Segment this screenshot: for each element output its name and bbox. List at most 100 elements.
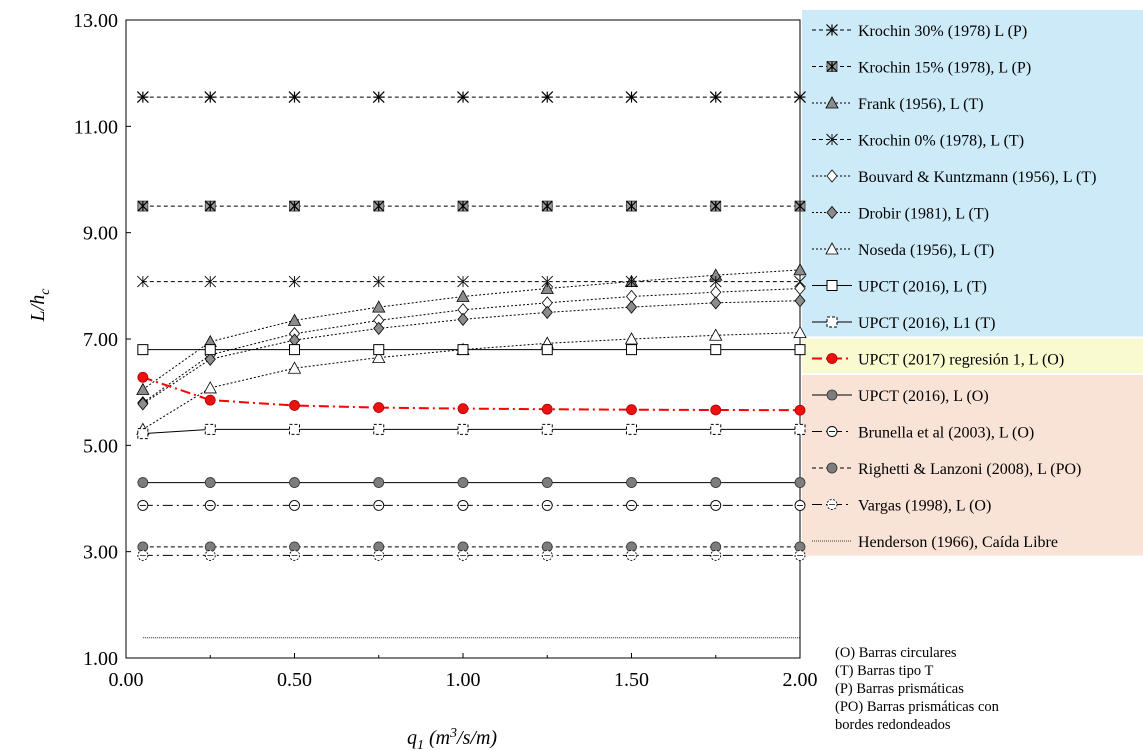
data-point [289,344,300,356]
legend-marker [825,96,839,109]
data-point [137,344,149,356]
data-point [709,91,722,104]
legend-group-bg [802,338,1143,373]
data-point [710,423,722,435]
series-layer [136,91,807,639]
series-3 [137,275,806,288]
data-point [457,423,469,435]
data-point [373,402,385,413]
data-point [541,499,553,511]
data-point [794,404,806,416]
legend-marker [826,133,838,146]
legend-marker [826,462,838,474]
data-point [204,200,216,212]
data-point [204,499,216,511]
notes: (O) Barras circulares (T) Barras tipo T (P… [835,645,1000,733]
data-point [625,300,638,314]
legend-group-bg [802,10,1143,337]
data-point [541,477,553,488]
series-2 [136,263,807,395]
legend-label: Drobir (1981), L (T) [858,206,989,223]
legend-marker [826,426,838,437]
axes: 1.00 3.00 5.00 7.00 9.00 11.00 13.00 0.00 0.50 1.… [73,10,818,691]
legend-label: Noseda (1956), L (T) [858,242,994,259]
legend-item: UPCT (2016), L1 (T) [812,315,995,332]
legend-marker [826,389,838,401]
series-line [142,332,801,430]
data-point [626,499,637,511]
legend-label: UPCT (2016), L (T) [858,279,987,296]
note-line: (O) Barras circulares [835,645,957,661]
legend-marker [826,169,838,183]
series-7 [137,344,806,356]
x-tick-label: 0.00 [109,669,144,691]
x-tick-label: 1.50 [614,669,649,691]
data-point [710,200,722,212]
legend-item: Henderson (1966), Caída Libre [812,534,1058,551]
legend-label: Brunella et al (2003), L (O) [858,425,1034,442]
x-tick-label: 0.50 [277,669,312,691]
legend-item: UPCT (2016), L (O) [812,388,989,405]
y-tick-label: 11.00 [74,116,118,138]
series-1 [137,200,806,212]
series-5 [137,294,806,411]
legend-marker [826,499,838,510]
legend-item: Frank (1956), L (T) [812,96,984,113]
data-point [457,275,469,288]
data-point [204,394,216,406]
data-point [137,200,149,212]
legend-marker [826,24,838,36]
data-point [373,549,385,561]
series-line [142,428,800,435]
data-point [289,200,300,212]
data-point [794,549,806,561]
data-point [541,549,553,561]
data-point [203,381,217,394]
legend-item: Vargas (1998), L (O) [812,498,991,515]
legend-item: UPCT (2016), L (T) [812,279,987,296]
data-point [137,549,149,561]
data-point [373,499,385,511]
data-point [793,263,807,276]
data-point [457,477,469,488]
legend-marker [825,242,839,255]
data-point [373,200,385,212]
note-line: (P) Barras prismáticas [835,681,964,697]
data-point [457,312,469,326]
data-point [204,352,216,366]
legend-item: Bouvard & Kuntzmann (1956), L (T) [812,169,1096,186]
data-point [541,423,553,435]
series-9 [137,371,806,416]
legend-item: Righetti & Lanzoni (2008), L (PO) [812,461,1081,478]
data-point [137,428,149,440]
plot-area-frame [125,19,801,659]
data-point [137,477,149,488]
legend-item: Krochin 0% (1978), L (T) [812,133,1024,150]
data-point [710,344,722,356]
y-tick-label: 9.00 [83,223,118,245]
data-point [794,200,806,212]
data-point [373,477,385,488]
legend-label: Henderson (1966), Caída Libre [858,534,1058,551]
legend-label: Vargas (1998), L (O) [858,498,991,515]
series-12 [137,541,806,553]
legend-label: Righetti & Lanzoni (2008), L (PO) [858,461,1081,478]
data-point [372,91,385,104]
data-point [289,423,300,435]
series-line [142,300,801,405]
legend-item: UPCT (2017) regresión 1, L (O) [812,352,1064,369]
legend-label: UPCT (2016), L1 (T) [858,315,995,332]
legend-background [802,10,1143,556]
data-point [289,499,300,511]
legend-marker [826,280,838,291]
legend-marker [826,61,838,72]
data-point [288,275,301,288]
note-line: (PO) Barras prismáticas con [835,699,1000,715]
data-point [709,275,722,288]
note-line: bordes redondeados [835,717,951,733]
legend-group-bg [802,375,1143,556]
legend-item: Krochin 15% (1978), L (P) [812,60,1031,77]
legend-marker [826,316,838,328]
data-point [204,91,217,104]
data-point [457,91,469,104]
